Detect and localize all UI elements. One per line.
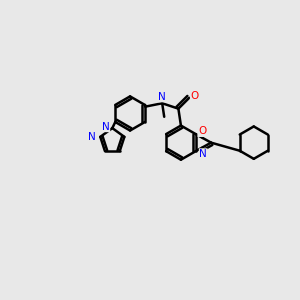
Text: N: N [102,122,110,132]
Text: O: O [190,91,199,101]
Text: N: N [199,149,207,159]
Text: N: N [88,132,96,142]
Text: N: N [158,92,166,102]
Text: O: O [198,127,206,136]
